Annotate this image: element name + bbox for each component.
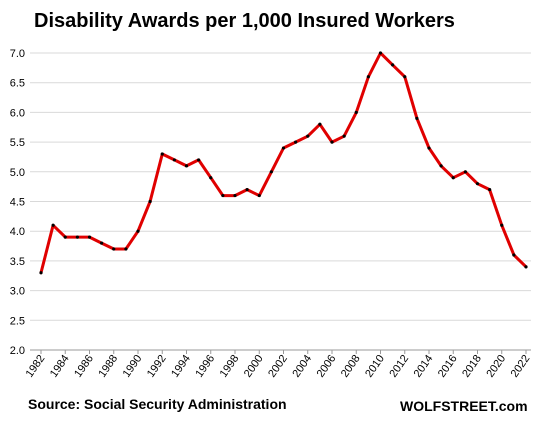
data-point <box>294 140 298 144</box>
x-tick-label: 1990 <box>121 353 145 380</box>
data-point <box>257 193 261 198</box>
x-tick-label: 2006 <box>315 353 339 380</box>
data-point <box>245 188 249 192</box>
x-tick-label: 2008 <box>339 353 363 380</box>
data-point <box>330 140 334 144</box>
data-point <box>233 193 237 198</box>
data-point <box>403 75 407 79</box>
chart-title: Disability Awards per 1,000 Insured Work… <box>34 10 455 32</box>
data-point <box>184 164 189 168</box>
data-point <box>197 158 201 162</box>
data-point <box>172 158 176 162</box>
y-tick-label: 6.5 <box>10 78 25 90</box>
data-point <box>488 188 492 192</box>
data-point <box>136 229 140 233</box>
data-point <box>318 122 322 126</box>
data-point <box>148 199 152 204</box>
x-tick-label: 2002 <box>266 353 290 380</box>
data-point <box>269 170 273 174</box>
x-tick-label: 2014 <box>412 353 436 380</box>
data-point <box>39 271 43 275</box>
y-tick-label: 5.0 <box>10 167 25 179</box>
x-tick-label: 1984 <box>48 353 72 380</box>
y-tick-label: 3.5 <box>10 256 25 268</box>
data-point <box>439 164 443 168</box>
data-point <box>500 223 504 227</box>
data-point <box>378 51 383 55</box>
data-point <box>51 223 55 227</box>
data-point <box>281 146 286 150</box>
y-tick-label: 7.0 <box>10 48 25 60</box>
plot-area <box>39 51 528 275</box>
data-point <box>475 182 480 186</box>
data-point <box>342 134 346 138</box>
data-point <box>160 152 164 156</box>
y-axis: 2.0 2.5 3.0 3.5 4.0 4.5 5.0 5.5 6.0 6.5 7.0 <box>10 48 25 357</box>
x-tick-label: 2000 <box>242 353 266 380</box>
data-point <box>391 63 395 67</box>
data-point <box>415 116 419 120</box>
x-tick-label: 1994 <box>169 353 193 380</box>
x-tick-label: 1988 <box>96 353 120 380</box>
series-line <box>39 51 528 275</box>
x-tick-label: 2018 <box>460 353 484 380</box>
data-point <box>366 75 370 79</box>
data-point <box>112 247 116 251</box>
y-tick-label: 4.0 <box>10 226 25 238</box>
x-tick-label: 1986 <box>72 353 96 380</box>
y-tick-label: 2.5 <box>10 315 25 327</box>
x-tick-label: 2016 <box>436 353 460 380</box>
data-point <box>209 176 213 180</box>
y-tick-label: 6.0 <box>10 107 25 119</box>
data-point <box>451 176 455 180</box>
x-tick-label: 1998 <box>218 353 242 380</box>
data-point <box>512 253 516 257</box>
data-point <box>87 235 92 239</box>
data-point <box>63 235 67 239</box>
data-point <box>354 110 358 114</box>
data-point <box>524 265 528 269</box>
y-tick-label: 2.0 <box>10 345 25 357</box>
x-tick-label: 1996 <box>193 353 217 380</box>
brand-label: WOLFSTREET.com <box>400 398 528 414</box>
x-axis: 1982 1984 1986 1988 1990 1992 1994 1996 1998 2000… <box>24 349 533 380</box>
x-tick-label: 2012 <box>387 353 411 380</box>
gridlines <box>30 52 531 321</box>
x-tick-label: 2022 <box>509 353 533 380</box>
x-tick-label: 2010 <box>363 353 387 380</box>
data-point <box>306 134 310 138</box>
x-tick-label: 2020 <box>484 353 508 380</box>
source-note: Source: Social Security Administration <box>28 396 287 412</box>
data-point <box>427 146 431 150</box>
data-point <box>463 170 467 174</box>
y-tick-label: 3.0 <box>10 286 25 298</box>
x-tick-label: 1992 <box>145 353 169 380</box>
data-point <box>100 241 104 245</box>
y-tick-label: 4.5 <box>10 197 25 209</box>
x-tick-label: 2004 <box>290 353 314 380</box>
data-point <box>221 193 225 198</box>
x-tick-label: 1982 <box>24 353 48 380</box>
y-tick-label: 5.5 <box>10 137 25 149</box>
data-point <box>75 235 79 239</box>
data-point <box>124 247 128 251</box>
